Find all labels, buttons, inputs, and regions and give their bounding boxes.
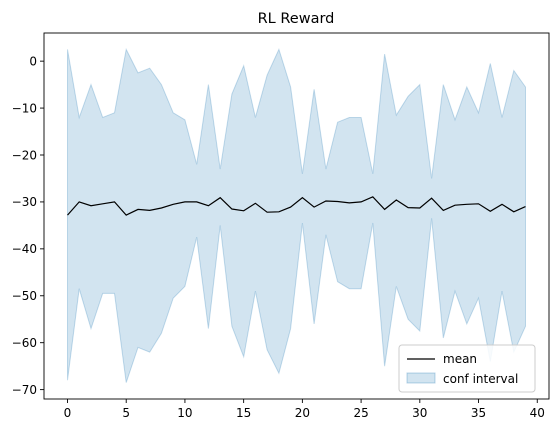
- x-tick-label: 0: [64, 406, 72, 420]
- y-tick-label: −40: [12, 242, 37, 256]
- x-tick-label: 35: [471, 406, 486, 420]
- x-tick-label: 40: [530, 406, 545, 420]
- legend: mean conf interval: [398, 344, 536, 393]
- legend-conf-swatch: [406, 372, 436, 384]
- x-axis: 0 5 10 15 20 25 30 35 40: [64, 399, 545, 420]
- y-tick-label: −60: [12, 336, 37, 350]
- x-tick-label: 30: [412, 406, 427, 420]
- y-tick-label: −50: [12, 289, 37, 303]
- confidence-band: [67, 47, 526, 383]
- mean-line: [67, 196, 526, 216]
- x-tick-label: 20: [295, 406, 310, 420]
- y-axis: 0 −10 −20 −30 −40 −50 −60 −70: [12, 54, 44, 397]
- confidence-band-layer: [67, 47, 526, 383]
- x-tick-label: 5: [122, 406, 130, 420]
- legend-conf-label: conf interval: [443, 372, 518, 386]
- chart-title: RL Reward: [258, 11, 335, 27]
- x-tick-label: 10: [177, 406, 192, 420]
- mean-line-layer: [67, 196, 526, 216]
- y-tick-label: −10: [12, 101, 37, 115]
- y-tick-label: −30: [12, 195, 37, 209]
- x-tick-label: 25: [353, 406, 368, 420]
- y-tick-label: 0: [29, 54, 37, 68]
- legend-mean-label: mean: [443, 352, 477, 366]
- y-tick-label: −20: [12, 148, 37, 162]
- x-tick-label: 15: [236, 406, 251, 420]
- legend-frame: [398, 344, 536, 393]
- y-tick-label: −70: [12, 383, 37, 397]
- plot-frame: [43, 32, 550, 400]
